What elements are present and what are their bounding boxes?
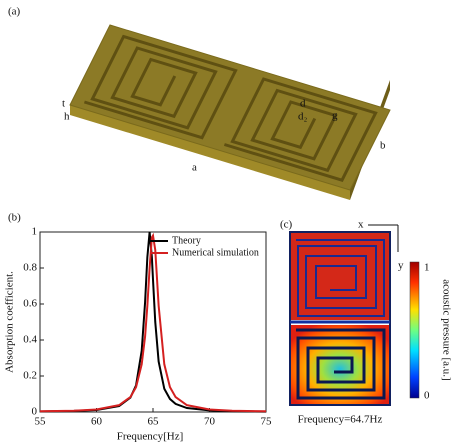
colorbar-tick: 1	[424, 262, 430, 274]
x-tick-label: 60	[91, 416, 103, 428]
colorbar-label: acoustic pressure [a.u.]	[440, 279, 452, 380]
dim-label: h	[64, 111, 70, 123]
y-tick-label: 0	[32, 406, 38, 418]
y-tick-label: 0.6	[23, 298, 37, 310]
plot: 55 60 65 70 75 0 0.2 0.4 0.6 0.8 1 TheoryNumerical …	[23, 226, 272, 428]
legend-label: Theory	[172, 235, 201, 246]
panel-label: (a)	[8, 6, 21, 18]
y-tick-label: 1	[32, 226, 38, 238]
x-tick-label: 75	[261, 416, 273, 428]
x-tick-label: 70	[204, 416, 216, 428]
colorbar	[409, 261, 420, 399]
dim-label: d₂	[298, 111, 308, 123]
panel-label: (b)	[8, 212, 21, 224]
y-tick-label: 0.8	[23, 262, 37, 274]
pressure-map	[289, 231, 391, 406]
legend-label: Numerical simulation	[172, 247, 259, 258]
axis-label: x	[358, 219, 364, 231]
plot-frame	[39, 231, 267, 413]
dim-label: g	[332, 110, 338, 122]
colorbar-tick: 0	[424, 390, 430, 402]
panel-label: (c)	[280, 219, 293, 231]
axis-label: y	[398, 260, 404, 272]
dim-label: d	[300, 98, 306, 110]
dim-label: a	[192, 162, 197, 174]
y-tick-label: 0.2	[23, 370, 37, 382]
series-line	[39, 231, 267, 413]
slab	[70, 25, 390, 200]
series-line	[39, 232, 267, 413]
x-tick-label: 55	[35, 416, 47, 428]
x-tick-label: 65	[148, 416, 160, 428]
dim-label: b	[380, 140, 386, 152]
y-tick-label: 0.4	[23, 334, 37, 346]
x-axis-label: Frequency[Hz]	[117, 431, 184, 443]
caption: Frequency=64.7Hz	[298, 414, 383, 426]
y-axis-label: Absorption coefficient.	[4, 271, 16, 373]
dim-label: t	[62, 98, 65, 110]
